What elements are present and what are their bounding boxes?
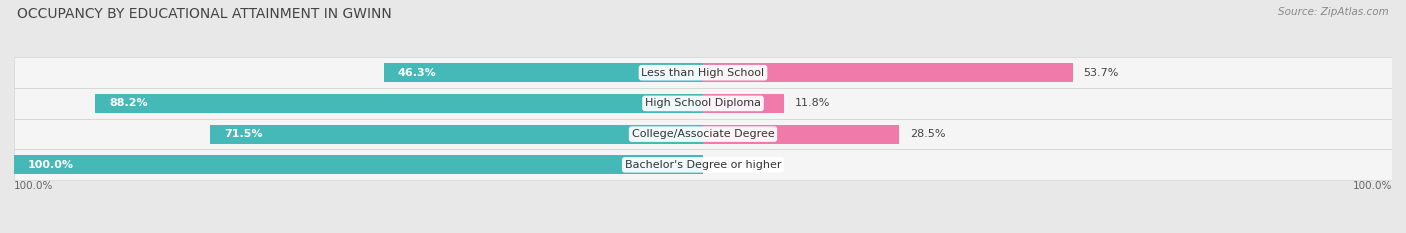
- Text: Less than High School: Less than High School: [641, 68, 765, 78]
- Text: 100.0%: 100.0%: [1353, 181, 1392, 191]
- Text: Bachelor's Degree or higher: Bachelor's Degree or higher: [624, 160, 782, 170]
- Text: 88.2%: 88.2%: [110, 98, 148, 108]
- Bar: [384, 63, 703, 82]
- Bar: [211, 125, 703, 144]
- Bar: [703, 63, 1073, 82]
- Bar: [14, 150, 1392, 180]
- Text: Source: ZipAtlas.com: Source: ZipAtlas.com: [1278, 7, 1389, 17]
- Text: 71.5%: 71.5%: [224, 129, 263, 139]
- Bar: [14, 119, 1392, 150]
- Text: 100.0%: 100.0%: [28, 160, 75, 170]
- Text: College/Associate Degree: College/Associate Degree: [631, 129, 775, 139]
- Text: 100.0%: 100.0%: [14, 181, 53, 191]
- Text: 28.5%: 28.5%: [910, 129, 945, 139]
- Text: 46.3%: 46.3%: [398, 68, 436, 78]
- Bar: [703, 125, 900, 144]
- Bar: [14, 88, 1392, 119]
- Text: High School Diploma: High School Diploma: [645, 98, 761, 108]
- Text: 0.0%: 0.0%: [713, 160, 741, 170]
- Bar: [96, 94, 703, 113]
- Text: 11.8%: 11.8%: [794, 98, 830, 108]
- Bar: [14, 155, 703, 174]
- Text: OCCUPANCY BY EDUCATIONAL ATTAINMENT IN GWINN: OCCUPANCY BY EDUCATIONAL ATTAINMENT IN G…: [17, 7, 392, 21]
- Bar: [14, 57, 1392, 88]
- Text: 53.7%: 53.7%: [1083, 68, 1119, 78]
- Bar: [703, 94, 785, 113]
